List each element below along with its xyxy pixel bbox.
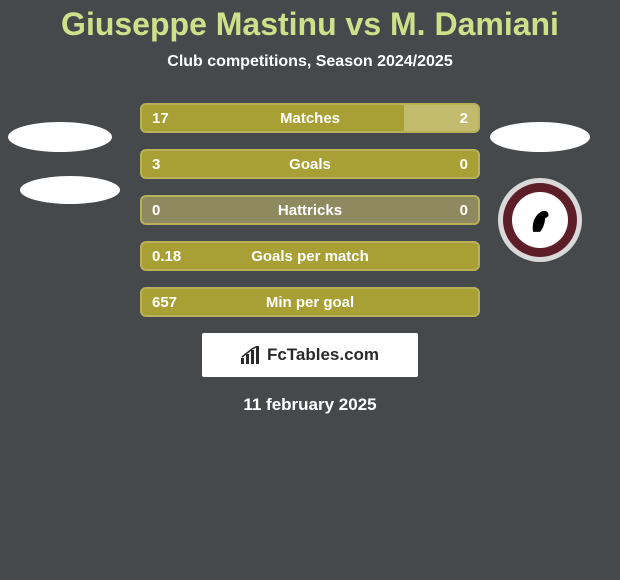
stat-row: 657Min per goal bbox=[140, 287, 480, 317]
shield-core bbox=[512, 192, 568, 248]
player2-club-shield bbox=[498, 178, 582, 262]
brand-text: FcTables.com bbox=[267, 345, 379, 365]
shield-horse-icon bbox=[523, 203, 557, 237]
shield-ring bbox=[503, 183, 577, 257]
player2-avatar-top bbox=[490, 122, 590, 152]
stat-label: Min per goal bbox=[142, 289, 478, 315]
player1-avatar-top bbox=[8, 122, 112, 152]
stat-label: Matches bbox=[142, 105, 478, 131]
stat-label: Goals bbox=[142, 151, 478, 177]
page-title: Giuseppe Mastinu vs M. Damiani bbox=[0, 0, 620, 43]
subtitle: Club competitions, Season 2024/2025 bbox=[0, 53, 620, 71]
brand-badge: FcTables.com bbox=[202, 333, 418, 377]
player1-avatar-bottom bbox=[20, 176, 120, 204]
stat-label: Goals per match bbox=[142, 243, 478, 269]
stat-row: 0.18Goals per match bbox=[140, 241, 480, 271]
stat-label: Hattricks bbox=[142, 197, 478, 223]
player1-name: Giuseppe Mastinu bbox=[61, 6, 337, 42]
stat-row: 00Hattricks bbox=[140, 195, 480, 225]
player2-name: M. Damiani bbox=[390, 6, 559, 42]
brand-chart-icon bbox=[241, 346, 261, 364]
stat-row: 172Matches bbox=[140, 103, 480, 133]
vs-text: vs bbox=[346, 6, 382, 42]
date-text: 11 february 2025 bbox=[0, 395, 620, 415]
stat-row: 30Goals bbox=[140, 149, 480, 179]
